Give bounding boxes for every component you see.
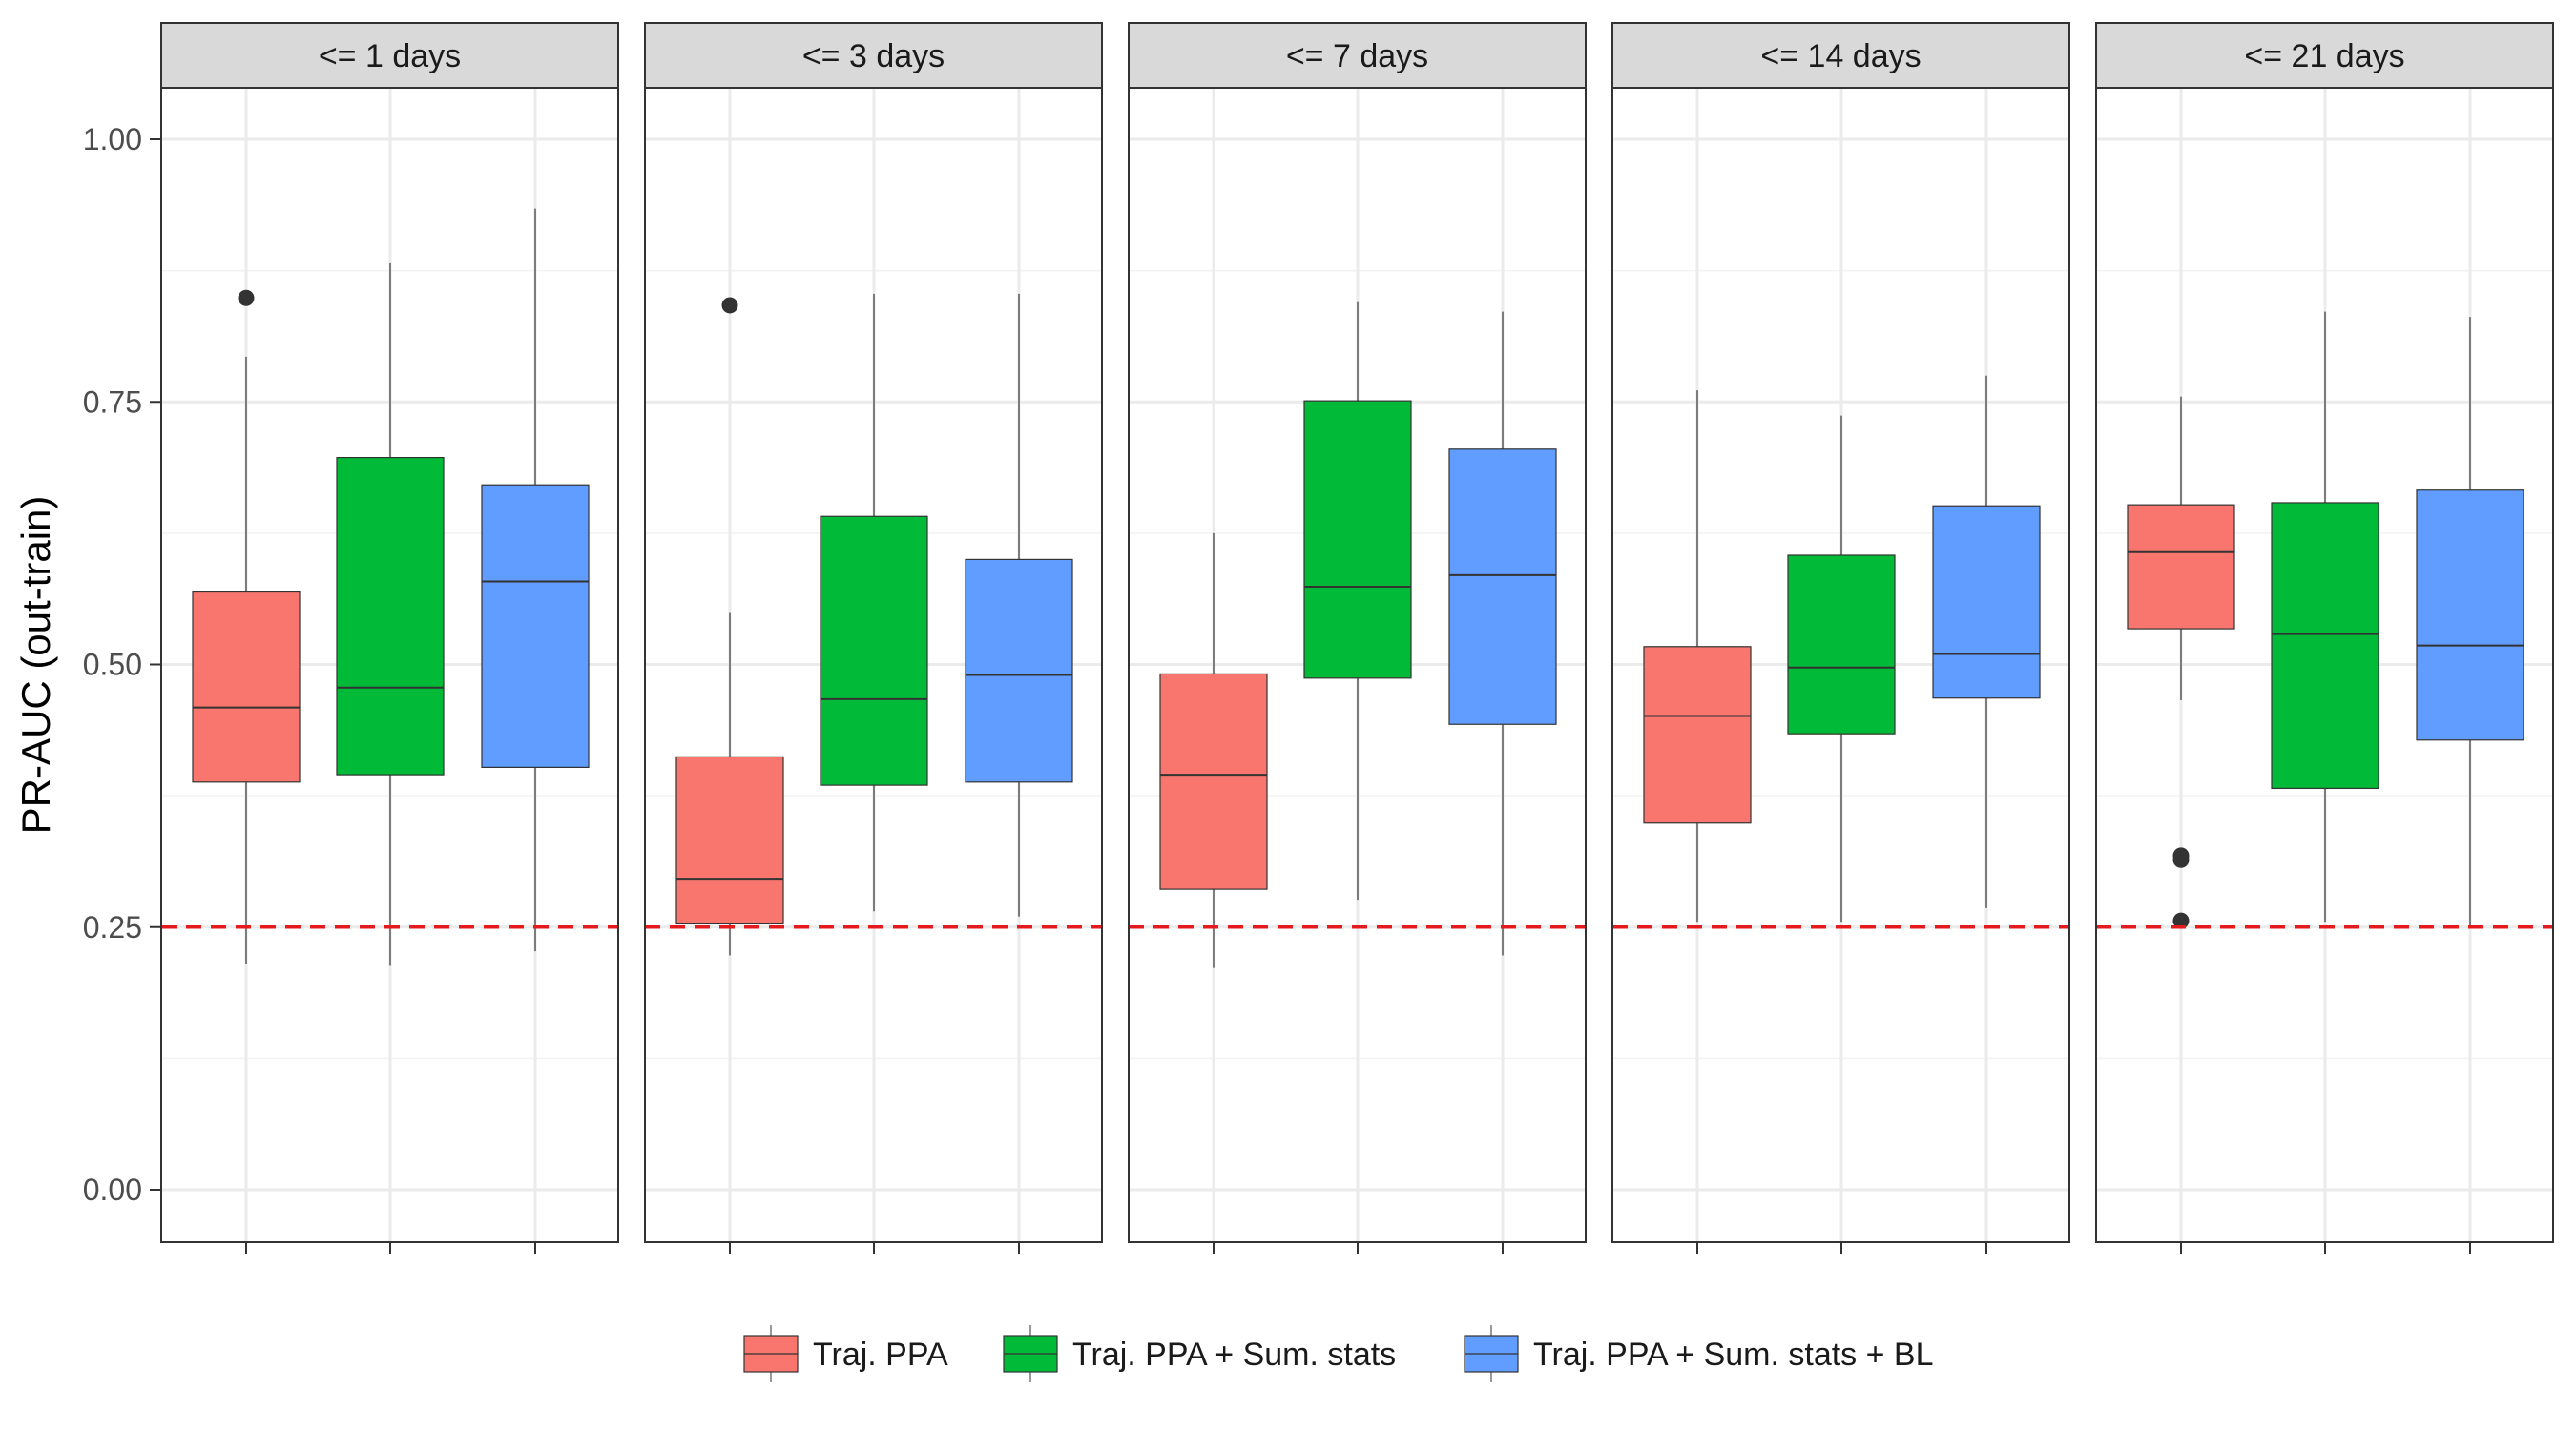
box-iqr xyxy=(820,515,928,786)
box-3 xyxy=(2416,317,2524,927)
legend-item: Traj. PPA + Sum. stats + BL xyxy=(1464,1325,1934,1382)
facet-strip-label: <= 3 days xyxy=(802,38,945,74)
box-2 xyxy=(820,293,928,912)
facet-strip-label: <= 1 days xyxy=(319,38,461,74)
facet-panel: <= 1 days xyxy=(160,22,619,1254)
box-2 xyxy=(2271,311,2379,923)
facet-strip-label: <= 14 days xyxy=(1760,38,1921,74)
box-3 xyxy=(1448,311,1557,956)
box-iqr xyxy=(1932,505,2041,699)
box-3 xyxy=(965,293,1073,917)
box-3 xyxy=(481,208,590,952)
facet-strip xyxy=(160,22,619,89)
facet-panel: <= 14 days xyxy=(1611,22,2070,1254)
box-iqr xyxy=(336,457,445,776)
box-iqr xyxy=(1643,646,1752,824)
facet-strip-label: <= 21 days xyxy=(2244,38,2404,74)
y-axis-tick-label: 0.50 xyxy=(83,648,142,682)
facet-panel: <= 21 days xyxy=(2095,22,2554,1254)
facet-strip-label: <= 7 days xyxy=(1286,38,1428,74)
legend-label: Traj. PPA + Sum. stats xyxy=(1072,1337,1396,1373)
box-3 xyxy=(1932,375,2041,908)
box-1 xyxy=(675,297,784,956)
y-axis-title: PR-AUC (out-train) xyxy=(13,496,58,835)
box-1 xyxy=(1643,390,1752,923)
facet-panel: <= 7 days xyxy=(1128,22,1587,1254)
box-iqr xyxy=(965,558,1073,783)
y-axis-tick-label: 1.00 xyxy=(83,122,142,156)
legend-label: Traj. PPA + Sum. stats + BL xyxy=(1533,1337,1934,1373)
box-iqr xyxy=(2271,502,2379,790)
legend-label: Traj. PPA xyxy=(813,1337,948,1373)
y-axis: 0.00 0.25 0.50 0.75 1.00 PR-AUC (out-train) xyxy=(13,122,161,1207)
outlier-point xyxy=(2172,851,2190,868)
box-iqr xyxy=(1448,448,1557,725)
facet-panel: <= 3 days xyxy=(644,22,1103,1254)
y-axis-tick-label: 0.25 xyxy=(83,910,142,944)
outlier-point xyxy=(238,289,255,306)
legend-item: Traj. PPA + Sum. stats xyxy=(1003,1325,1396,1382)
legend: Traj. PPA Traj. PPA + Sum. stats Traj. PPA… xyxy=(743,1325,1934,1382)
box-iqr xyxy=(1787,554,1896,735)
box-2 xyxy=(336,262,445,966)
box-iqr xyxy=(481,484,590,768)
facet-strip xyxy=(2095,22,2554,89)
facet-strip xyxy=(644,22,1103,89)
box-iqr xyxy=(2416,489,2524,741)
box-1 xyxy=(2127,396,2235,929)
facet-panels: <= 1 days <= 3 days <= 7 days <= 14 days <= … xyxy=(160,22,2554,1254)
facet-strip xyxy=(1611,22,2070,89)
facet-strip xyxy=(1128,22,1587,89)
box-2 xyxy=(1787,415,1896,923)
box-2 xyxy=(1303,301,1412,901)
box-iqr xyxy=(2127,504,2235,630)
box-iqr xyxy=(675,756,784,925)
box-iqr xyxy=(1303,400,1412,679)
box-1 xyxy=(1159,532,1268,968)
y-axis-tick-label: 0.75 xyxy=(83,384,142,419)
box-iqr xyxy=(1159,673,1268,890)
box-iqr xyxy=(192,591,301,783)
outlier-point xyxy=(721,297,738,314)
y-axis-tick-label: 0.00 xyxy=(83,1172,142,1207)
box-1 xyxy=(192,289,301,964)
outlier-point xyxy=(2172,912,2190,929)
legend-item: Traj. PPA xyxy=(743,1325,948,1382)
